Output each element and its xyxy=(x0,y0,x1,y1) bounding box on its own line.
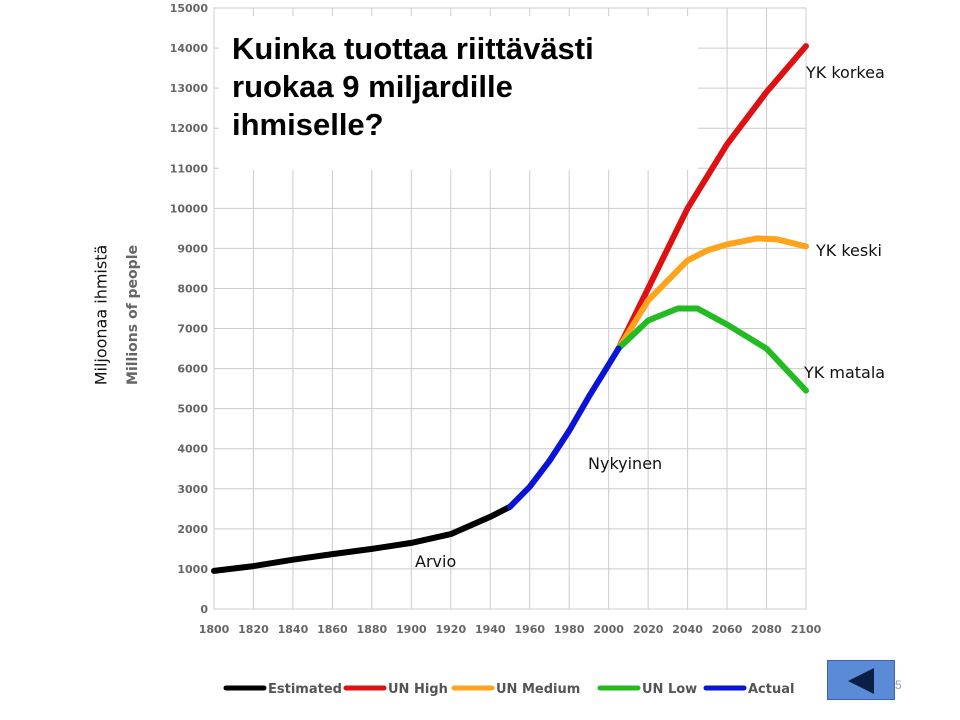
series-line-un-low xyxy=(615,305,809,394)
x-tick-label: 2100 xyxy=(791,623,822,636)
y-tick-label: 11000 xyxy=(170,162,209,175)
y-tick-label: 9000 xyxy=(177,242,208,255)
y-tick-label: 8000 xyxy=(177,282,208,295)
y-tick-label: 14000 xyxy=(170,42,209,55)
y-axis-ticks: 0 1000 2000 3000 4000 5000 6000 7000 8000 9000 100… xyxy=(170,2,209,616)
legend-entry: UN Medium xyxy=(496,682,580,697)
y-tick-label: 12000 xyxy=(170,122,209,135)
x-tick-label: 2020 xyxy=(633,623,664,636)
chart-legend: Estimated UN High UN Medium UN Low Actual xyxy=(223,682,794,697)
y-tick-label: 15000 xyxy=(170,2,209,15)
x-tick-label: 1820 xyxy=(238,623,269,636)
page-number: 5 xyxy=(895,678,902,692)
series-line-un-high xyxy=(615,43,809,352)
y-tick-label: 13000 xyxy=(170,82,209,95)
legend-entry: Actual xyxy=(748,682,794,697)
y-tick-label: 2000 xyxy=(177,523,208,536)
chart-series xyxy=(211,43,809,574)
x-tick-label: 2000 xyxy=(593,623,624,636)
x-tick-label: 1860 xyxy=(317,623,348,636)
y-tick-label: 1000 xyxy=(177,563,208,576)
x-axis-ticks: 1800 1820 1840 1860 1880 1900 1920 1940 1960 1980… xyxy=(199,623,822,636)
y-tick-label: 0 xyxy=(200,603,208,616)
x-tick-label: 1840 xyxy=(278,623,309,636)
annotation-un-low: YK matala xyxy=(804,363,886,382)
annotation-un-medium: YK keski xyxy=(816,241,882,260)
y-tick-label: 5000 xyxy=(177,403,208,416)
x-tick-label: 2060 xyxy=(712,623,743,636)
series-line-actual xyxy=(507,345,622,510)
x-tick-label: 1880 xyxy=(357,623,388,636)
y-axis-label: Millions of people xyxy=(125,245,141,385)
series-line-un-medium xyxy=(615,235,809,352)
back-arrow-icon xyxy=(848,668,874,694)
side-axis-label: Miljoonaa ihmistä xyxy=(91,244,111,386)
x-tick-label: 1940 xyxy=(475,623,506,636)
legend-entry: UN Low xyxy=(642,682,697,697)
legend-entry: UN High xyxy=(388,682,448,697)
title-box: Kuinka tuottaa riittävästi ruokaa 9 milj… xyxy=(219,16,698,170)
x-tick-label: 2080 xyxy=(751,623,782,636)
annotation-un-high: YK korkea xyxy=(806,63,885,82)
y-tick-label: 6000 xyxy=(177,363,208,376)
y-tick-label: 7000 xyxy=(177,323,208,336)
x-tick-label: 1960 xyxy=(514,623,545,636)
x-tick-label: 2040 xyxy=(672,623,703,636)
legend-entry: Estimated xyxy=(268,682,342,697)
y-tick-label: 3000 xyxy=(177,483,208,496)
y-tick-label: 10000 xyxy=(170,202,209,215)
annotation-current: Nykyinen xyxy=(588,454,663,473)
x-tick-label: 1800 xyxy=(199,623,230,636)
back-button[interactable] xyxy=(827,660,895,700)
x-tick-label: 1980 xyxy=(554,623,585,636)
series-line-estimated xyxy=(211,503,513,574)
x-tick-label: 1920 xyxy=(435,623,466,636)
annotation-estimate: Arvio xyxy=(415,552,457,571)
x-tick-label: 1900 xyxy=(396,623,427,636)
y-tick-label: 4000 xyxy=(177,443,208,456)
slide-title: Kuinka tuottaa riittävästi ruokaa 9 milj… xyxy=(232,31,594,142)
